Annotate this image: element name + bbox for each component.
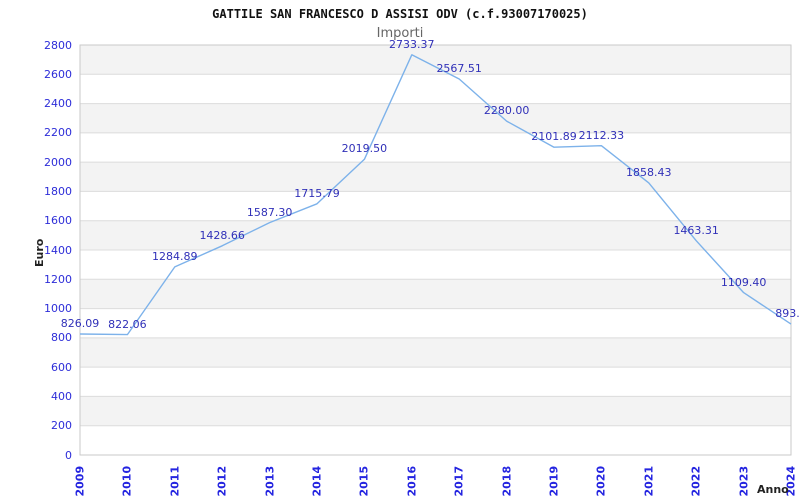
- value-label: 2280.00: [483, 104, 530, 118]
- value-label: 1715.79: [294, 186, 340, 200]
- value-label: 2019.50: [341, 142, 388, 156]
- value-label: 1284.89: [152, 249, 198, 263]
- plot-band: [80, 45, 791, 75]
- plot-border: [79, 44, 792, 456]
- y-tick-label: 2200: [44, 126, 72, 140]
- x-tick-label: 2012: [215, 465, 229, 497]
- x-tick-label: 2018: [500, 465, 514, 497]
- y-tick-label: 1600: [44, 214, 72, 228]
- x-tick-label: 2015: [357, 465, 371, 497]
- value-label: 893.8: [775, 307, 800, 321]
- plot-band: [80, 103, 791, 133]
- y-tick-label: 0: [65, 448, 72, 462]
- x-tick-label: 2017: [452, 465, 466, 497]
- y-tick-label: 2800: [44, 38, 72, 52]
- value-label: 1428.66: [199, 228, 245, 242]
- value-label: 1858.43: [626, 165, 672, 179]
- y-tick-label: 1200: [44, 272, 72, 286]
- y-tick-label: 1000: [44, 302, 72, 316]
- y-tick-label: 2600: [44, 67, 72, 81]
- chart-subtitle: Importi: [376, 26, 424, 41]
- value-label: 2733.37: [389, 37, 435, 51]
- value-label: 822.06: [108, 317, 147, 331]
- y-tick-label: 2000: [44, 155, 72, 169]
- plot-band: [80, 396, 791, 426]
- x-tick-label: 2023: [737, 465, 751, 497]
- value-label: 1463.31: [673, 223, 719, 237]
- y-tick-label: 200: [51, 419, 72, 433]
- x-tick-label: 2009: [73, 465, 87, 497]
- x-tick-label: 2013: [263, 465, 277, 497]
- x-tick-label: 2019: [547, 465, 561, 497]
- x-tick-label: 2020: [594, 465, 608, 497]
- y-axis-title: Euro: [33, 238, 46, 267]
- plot-band: [80, 220, 791, 250]
- x-tick-label: 2016: [405, 465, 419, 497]
- x-tick-label: 2014: [310, 465, 324, 497]
- value-label: 2567.51: [436, 62, 482, 76]
- x-axis-title: Anno: [757, 483, 789, 496]
- value-label: 1109.40: [720, 275, 767, 289]
- chart-title: GATTILE SAN FRANCESCO D ASSISI ODV (c.f.…: [212, 7, 588, 21]
- y-tick-label: 400: [51, 389, 72, 403]
- plot-band: [80, 279, 791, 309]
- plot-band: [80, 162, 791, 192]
- data-line: [79, 54, 792, 336]
- value-label: 2112.33: [578, 128, 625, 142]
- x-tick-label: 2022: [689, 465, 703, 497]
- value-label: 1587.30: [246, 205, 293, 219]
- x-tick-label: 2010: [120, 465, 134, 497]
- y-tick-label: 800: [51, 331, 72, 345]
- y-tick-label: 2400: [44, 97, 72, 111]
- y-tick-label: 1400: [44, 243, 72, 257]
- x-tick-label: 2011: [168, 465, 182, 497]
- value-label: 2101.89: [531, 130, 577, 144]
- y-tick-label: 1800: [44, 184, 72, 198]
- y-tick-label: 600: [51, 360, 72, 374]
- value-label: 826.09: [60, 317, 100, 331]
- x-tick-label: 2021: [642, 465, 656, 497]
- plot-band: [80, 337, 791, 368]
